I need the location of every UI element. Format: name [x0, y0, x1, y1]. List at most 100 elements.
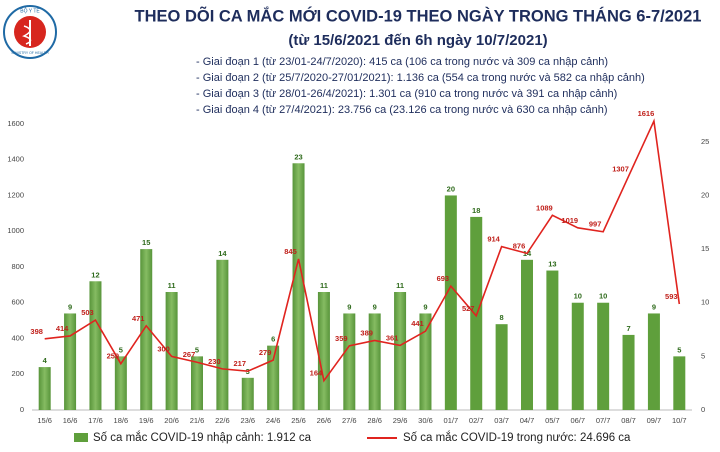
x-tick-label: 20/6: [164, 416, 179, 425]
y-tick-label: 1000: [7, 226, 24, 235]
x-tick-label: 09/7: [647, 416, 662, 425]
chart-title: THEO DÕI CA MẮC MỚI COVID-19 THEO NGÀY T…: [135, 5, 702, 25]
line-label: 279: [259, 348, 272, 357]
bar-label: 10: [599, 292, 607, 301]
bar: [114, 356, 127, 410]
chart-subtitle: (từ 15/6/2021 đến 6h ngày 10/7/2021): [288, 32, 547, 49]
x-tick-label: 01/7: [444, 416, 459, 425]
x-tick-label: 08/7: [621, 416, 636, 425]
line-label: 503: [81, 308, 94, 317]
line-label: 217: [234, 359, 247, 368]
bar: [597, 302, 610, 410]
x-tick-label: 23/6: [240, 416, 255, 425]
x-tick-label: 30/6: [418, 416, 433, 425]
line-label: 398: [30, 327, 43, 336]
x-tick-label: 03/7: [494, 416, 509, 425]
bar: [368, 313, 381, 410]
bar: [241, 377, 254, 410]
bar: [38, 367, 51, 410]
x-tick-label: 21/6: [190, 416, 205, 425]
bar: [571, 302, 584, 410]
bar: [444, 195, 457, 410]
line-label: 414: [56, 324, 69, 333]
x-tick-label: 19/6: [139, 416, 154, 425]
line: [44, 118, 681, 383]
line-label: 230: [208, 357, 221, 366]
bar-label: 9: [68, 302, 72, 311]
y2-tick-label: 10: [701, 298, 709, 307]
line-label: 267: [183, 350, 196, 359]
bar-label: 14: [218, 249, 227, 258]
x-tick-label: 28/6: [367, 416, 382, 425]
logo-text: MINISTRY OF HEALTH: [12, 51, 49, 55]
bar: [419, 313, 432, 410]
bar-label: 9: [373, 302, 377, 311]
y2-tick-label: 20: [701, 190, 709, 199]
logo-text: BỘ Y TẾ: [20, 7, 40, 14]
bar-label: 10: [574, 292, 582, 301]
x-tick-label: 29/6: [393, 416, 408, 425]
bar-label: 4: [43, 356, 48, 365]
note: - Giai đoạn 4 (từ 27/4/2021): 23.756 ca …: [196, 104, 607, 116]
x-tick-label: 26/6: [317, 416, 332, 425]
bar: [673, 356, 686, 410]
bar: [292, 163, 305, 410]
note: - Giai đoạn 2 (từ 25/7/2020-27/01/2021):…: [196, 72, 645, 84]
note: - Giai đoạn 3 (từ 28/01-26/4/2021): 1.30…: [196, 88, 617, 100]
y-tick-label: 800: [11, 262, 24, 271]
line-label: 693: [437, 274, 450, 283]
line-label: 259: [107, 352, 120, 361]
bar-label: 23: [294, 152, 302, 161]
legend-label: Số ca mắc COVID-19 nhập cảnh: 1.912 ca: [93, 431, 312, 444]
y2-tick-label: 25: [701, 137, 709, 146]
bar: [165, 292, 178, 410]
line-label: 845: [284, 247, 297, 256]
x-tick-label: 27/6: [342, 416, 357, 425]
x-tick-label: 24/6: [266, 416, 281, 425]
y-tick-label: 1400: [7, 155, 24, 164]
bar-label: 11: [168, 281, 176, 290]
line-label: 1307: [612, 164, 629, 173]
bar: [622, 334, 635, 410]
x-tick-label: 04/7: [520, 416, 535, 425]
bar-label: 8: [500, 313, 504, 322]
line-label: 389: [360, 328, 373, 337]
y-tick-label: 200: [11, 369, 24, 378]
x-tick-label: 15/6: [37, 416, 52, 425]
line-label: 1019: [561, 216, 578, 225]
line-label: 1616: [638, 109, 655, 118]
line-label: 914: [487, 235, 500, 244]
bar: [546, 270, 559, 410]
bar-label: 5: [195, 345, 199, 354]
line-label: 527: [462, 304, 475, 313]
bar-label: 5: [677, 345, 681, 354]
bar: [191, 356, 203, 410]
bar: [64, 313, 77, 410]
x-tick-label: 25/6: [291, 416, 306, 425]
logo: BỘ Y TẾ MINISTRY OF HEALTH: [3, 5, 57, 59]
bar-label: 11: [320, 281, 328, 290]
bar-label: 9: [423, 302, 427, 311]
bar-label: 11: [396, 281, 404, 290]
line-label: 593: [665, 292, 678, 301]
y-tick-label: 0: [20, 405, 24, 414]
x-tick-label: 18/6: [114, 416, 129, 425]
bar: [495, 324, 508, 410]
y-tick-label: 1600: [7, 119, 24, 128]
bar-label: 6: [271, 335, 275, 344]
bar: [216, 259, 229, 410]
y2-tick-label: 0: [701, 405, 705, 414]
note: - Giai đoạn 1 (từ 23/01-24/7/2020): 415 …: [196, 56, 608, 68]
line-label: 471: [132, 314, 145, 323]
x-tick-label: 02/7: [469, 416, 484, 425]
bar-label: 5: [119, 345, 123, 354]
legend-swatch: [74, 433, 88, 442]
bar: [394, 292, 407, 410]
y-tick-label: 1200: [7, 190, 24, 199]
bar-label: 20: [447, 184, 455, 193]
y-tick-label: 600: [11, 298, 24, 307]
x-tick-label: 22/6: [215, 416, 230, 425]
x-tick-label: 06/7: [570, 416, 585, 425]
line-label: 1089: [536, 203, 553, 212]
